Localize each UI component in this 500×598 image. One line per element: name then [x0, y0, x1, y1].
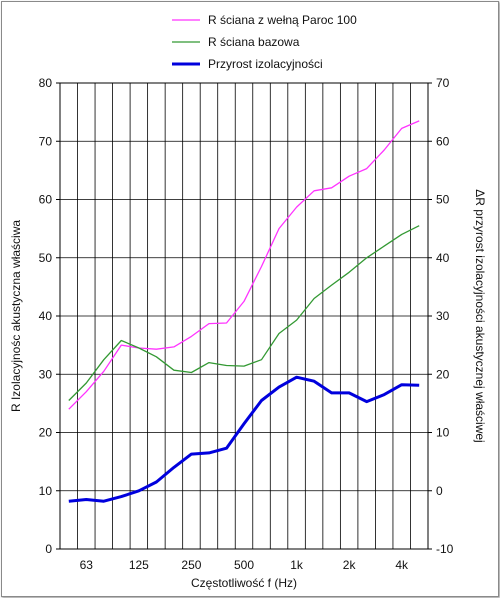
y2-axis-title: ΔR przyrost izolacyjności akustycznej wł… — [473, 189, 487, 442]
legend-label: Przyrost izolacyjności — [208, 57, 323, 71]
left-axis-ticks: 0 10 20 30 40 50 60 70 80 — [39, 76, 60, 556]
series-line-3 — [68, 375, 420, 503]
y-tick-label: 80 — [39, 76, 53, 90]
y2-tick-label: 10 — [436, 426, 450, 440]
x-tick-label: 63 — [80, 558, 94, 572]
y2-tick-label: -10 — [436, 542, 454, 556]
x-tick-label: 500 — [234, 558, 254, 572]
y-tick-label: 0 — [45, 542, 52, 556]
legend: R ściana z wełną Paroc 100 R ściana bazow… — [172, 13, 357, 71]
y2-tick-label: 30 — [436, 309, 450, 323]
y2-tick-label: 70 — [436, 76, 450, 90]
y2-tick-label: 20 — [436, 367, 450, 381]
grid-lines — [60, 83, 428, 549]
y-tick-label: 70 — [39, 134, 53, 148]
y-tick-label: 60 — [39, 193, 53, 207]
x-axis-ticks: 63 125 250 500 1k 2k 4k — [80, 558, 409, 572]
y-tick-label: 20 — [39, 426, 53, 440]
series-line-2 — [68, 225, 420, 401]
right-axis-ticks: -10 0 10 20 30 40 50 60 70 — [428, 76, 454, 556]
x-tick-label: 2k — [343, 558, 357, 572]
y2-tick-label: 60 — [436, 134, 450, 148]
series-lines — [68, 120, 420, 503]
x-axis-title: Częstotliwość f (Hz) — [191, 576, 297, 590]
legend-label: R ściana z wełną Paroc 100 — [208, 13, 357, 27]
y-tick-label: 10 — [39, 484, 53, 498]
x-tick-label: 1k — [290, 558, 304, 572]
x-tick-label: 250 — [181, 558, 201, 572]
y-axis-title: R Izolacyjnośc akustyczna właściwa — [9, 220, 23, 412]
x-tick-label: 125 — [129, 558, 149, 572]
x-tick-label: 4k — [395, 558, 409, 572]
y-tick-label: 40 — [39, 309, 53, 323]
legend-label: R ściana bazowa — [208, 35, 300, 49]
y2-tick-label: 50 — [436, 193, 450, 207]
y-tick-label: 50 — [39, 251, 53, 265]
y-tick-label: 30 — [39, 367, 53, 381]
y2-tick-label: 40 — [436, 251, 450, 265]
series-line-1 — [68, 120, 420, 410]
y2-tick-label: 0 — [436, 484, 443, 498]
